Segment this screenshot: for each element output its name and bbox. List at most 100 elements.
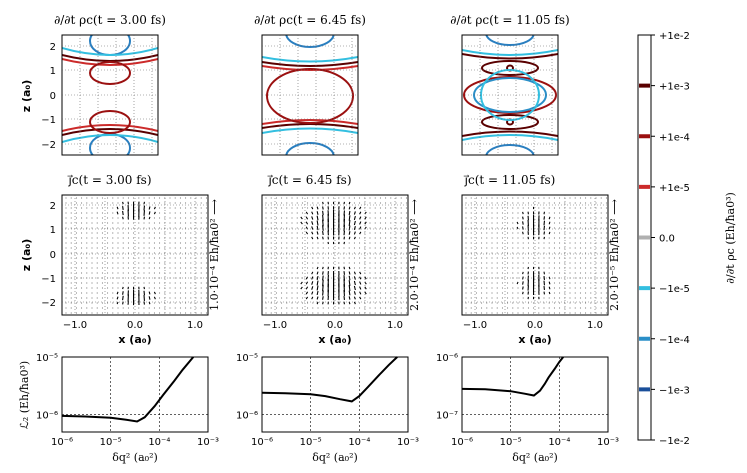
quiver-dot [143,312,145,314]
quiver-dot [400,282,402,284]
quiver-dot [512,197,514,199]
quiver-dot [405,257,407,259]
quiver-dot [475,222,477,224]
quiver-dot [174,232,176,234]
quiver-dot [164,247,166,249]
quiver-dot [507,292,509,294]
quiver-dot [179,207,181,209]
ytick-label: 1 [50,225,56,236]
quiver-dot [200,232,202,234]
quiver-dot [312,312,314,314]
quiver-dot [569,217,571,219]
quiver-dot [96,232,98,234]
quiver-dot [270,312,272,314]
quiver-dot [185,252,187,254]
quiver-dot [117,267,119,269]
quiver-dot [522,302,524,304]
quiver-dot [296,312,298,314]
quiver-dot [107,257,109,259]
quiver-dot [122,197,124,199]
quiver-dot [296,197,298,199]
quiver-dot [369,307,371,309]
quiver-dot [153,202,155,204]
quiver-dot [333,247,335,249]
quiver-dot [205,287,207,289]
quiver-dot [317,242,319,244]
quiver-dot [395,292,397,294]
quiver-dot [301,272,303,274]
quiver-dot [533,247,535,249]
quiver-dot [301,262,303,264]
quiver-arrow [548,231,551,235]
quiver-dot [281,202,283,204]
quiver-arrow [359,296,362,300]
quiver-dot [291,262,293,264]
quiver-dot [190,232,192,234]
quiver-dot [590,302,592,304]
quiver-dot [548,212,550,214]
quiver-dot [470,237,472,239]
quiver-arrow [316,271,319,275]
quiver-dot [496,282,498,284]
quiver-arrow [311,216,314,220]
quiver-dot [605,247,607,249]
contour-lobe-top [89,61,131,85]
quiver-dot [270,307,272,309]
quiver-dot [379,247,381,249]
quiver-arrow [359,226,362,230]
row2-panel-1: j⃗c(t = 3.00 fs) 1.0·10⁻⁴ Eh/ħa0² ⟶ [61,173,221,316]
quiver-dot [481,297,483,299]
quiver-dot [81,312,83,314]
quiver-dot [143,227,145,229]
quiver-dot [486,232,488,234]
quiver-dot [107,307,109,309]
quiver-dot [296,297,298,299]
quiver-dot [195,272,197,274]
quiver-dot [486,202,488,204]
quiver-dot [496,297,498,299]
quiver-dot [122,252,124,254]
quiver-dot [579,257,581,259]
quiver-dot [496,217,498,219]
quiver-dot [507,232,509,234]
quiver-dot [301,212,303,214]
quiver-dot [501,272,503,274]
quiver-dot [374,242,376,244]
quiver-dot [400,297,402,299]
xtick-label: 0.0 [327,320,343,331]
quiver-dot [275,267,277,269]
quiver-dot [496,267,498,269]
quiver-dot [475,282,477,284]
quiver-dot [470,247,472,249]
quiver-dot [548,262,550,264]
quiver-dot [281,227,283,229]
quiver-dot [348,242,350,244]
quiver-dot [405,267,407,269]
quiver-dot [491,227,493,229]
quiver-dot [65,242,67,244]
quiver-dot [605,307,607,309]
quiver-dot [343,247,345,249]
quiver-dot [353,247,355,249]
quiver-arrow [148,216,151,220]
quiver-dot [169,237,171,239]
quiver-dot [543,242,545,244]
quiver-dot [491,247,493,249]
quiver-dot [385,282,387,284]
contour-cyan-bottom [462,134,558,141]
quiver-dot [179,252,181,254]
quiver-dot [605,207,607,209]
quiver-dot [553,312,555,314]
quiver-dot [574,302,576,304]
quiver-dot [481,307,483,309]
quiver-dot [553,227,555,229]
quiver-arrow [348,231,351,235]
quiver-dot [96,287,98,289]
quiver-dot [359,262,361,264]
quiver-dot [522,267,524,269]
colorbar-label-text: −1e-5 [659,284,690,295]
quiver-dot [117,257,119,259]
quiver-dot [491,222,493,224]
quiver-dot [379,302,381,304]
quiver-dot [333,197,335,199]
